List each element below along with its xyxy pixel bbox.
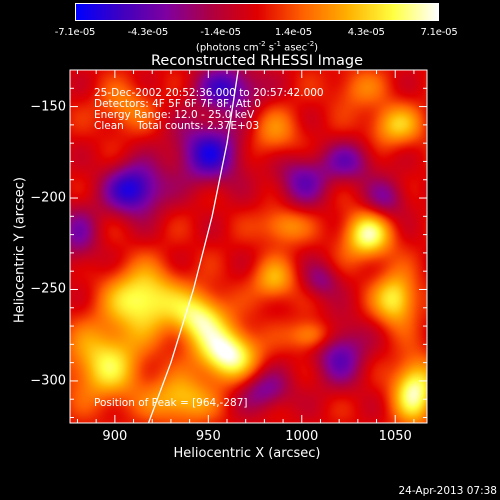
colorbar-tick-label: -4.3e-05: [127, 27, 169, 38]
x-tick-label: 950: [195, 429, 221, 444]
colorbar-units: (photons cm-2 s-1 asec-2): [195, 40, 319, 54]
y-tick-label: −250: [30, 281, 66, 297]
solar-limb-line: [147, 69, 239, 424]
timestamp: 24-Apr-2013 07:38: [398, 485, 497, 497]
axis-ticks: [70, 69, 427, 423]
y-tick-label: −300: [30, 373, 66, 389]
detectors-text: Detectors: 4F 5F 6F 7F 8F, Att 0: [94, 98, 261, 110]
heatmap-image: [70, 70, 427, 423]
y-axis-label: Heliocentric Y (arcsec): [12, 177, 28, 323]
x-tick-label: 1050: [378, 429, 412, 444]
colorbar-tick-label: 1.4e-05: [274, 27, 312, 38]
time-range-text: 25-Dec-2002 20:52:36.000 to 20:57:42.000: [94, 87, 324, 99]
chart-title: Reconstructed RHESSI Image: [150, 53, 364, 69]
y-tick-label: −150: [30, 99, 66, 115]
y-tick-label: −200: [30, 190, 66, 206]
energy-range-text: Energy Range: 12.0 - 25.0 keV: [94, 109, 255, 121]
colorbar: [75, 3, 439, 21]
peak-position-text: Position of Peak = [964,-287]: [94, 397, 248, 409]
x-tick-label: 900: [102, 429, 128, 444]
colorbar-tick-label: 7.1e-05: [420, 27, 458, 38]
x-axis-label: Heliocentric X (arcsec): [173, 446, 321, 461]
x-tick-label: 1000: [285, 429, 319, 444]
plot-frame: [69, 69, 428, 424]
colorbar-tick-label: -1.4e-05: [200, 27, 241, 38]
colorbar-tick-label: 4.3e-05: [347, 27, 385, 38]
total-counts-text: Clean Total counts: 2.37E+03: [94, 120, 260, 132]
colorbar-tick-label: -7.1e-05: [54, 27, 96, 38]
